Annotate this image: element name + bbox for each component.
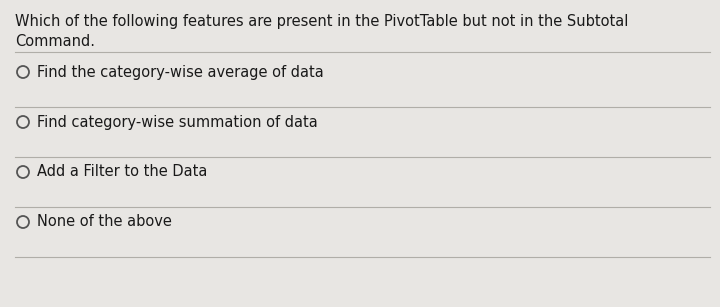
Text: Which of the following features are present in the PivotTable but not in the Sub: Which of the following features are pres… [15,14,629,29]
Text: Find category-wise summation of data: Find category-wise summation of data [37,115,318,130]
Text: Find the category-wise average of data: Find the category-wise average of data [37,64,324,80]
Text: Add a Filter to the Data: Add a Filter to the Data [37,165,207,180]
Text: Command.: Command. [15,34,95,49]
Text: None of the above: None of the above [37,215,172,230]
